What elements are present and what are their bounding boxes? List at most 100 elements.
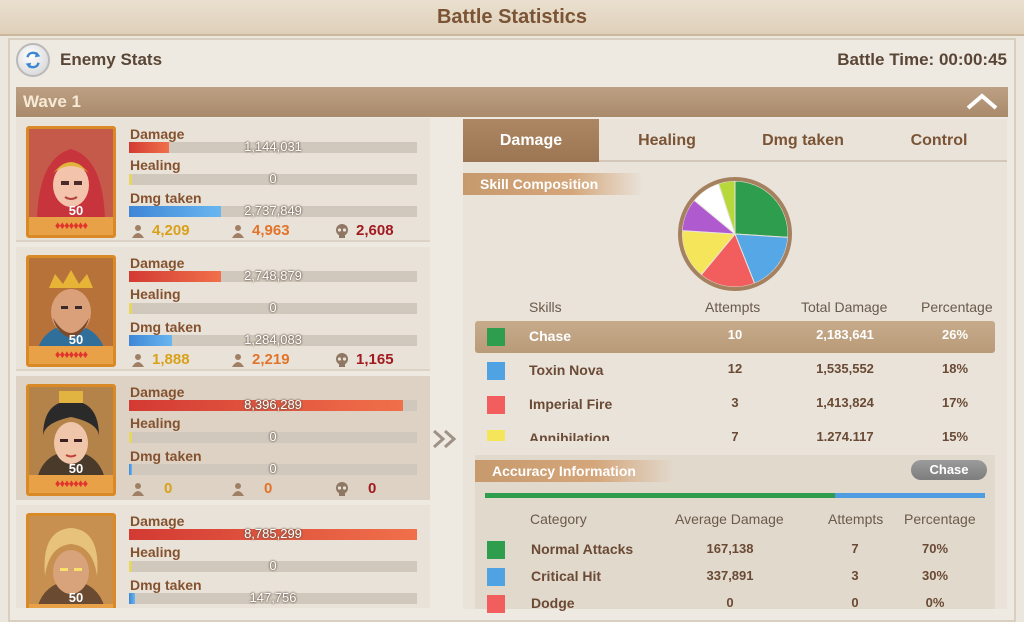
damage-bar: 2,748,879 xyxy=(129,268,417,283)
assists-icon xyxy=(232,353,244,367)
color-swatch xyxy=(487,430,505,441)
pie-slice xyxy=(734,233,789,284)
assists-icon xyxy=(232,224,244,238)
attempts: 0 xyxy=(851,595,859,610)
col-category: Category xyxy=(530,511,587,527)
dmg-taken-label: Dmg taken xyxy=(130,190,202,206)
damage-bar: 8,396,289 xyxy=(129,397,417,412)
skills-table[interactable]: Chase 10 2,183,641 26% Toxin Nova 12 1,5… xyxy=(463,317,1007,441)
collapse-chevron-icon[interactable] xyxy=(966,92,998,112)
average-damage: 0 xyxy=(726,595,734,610)
hero-level: 50 xyxy=(68,332,84,347)
title-bar: Battle Statistics xyxy=(0,0,1024,36)
skill-row[interactable]: Imperial Fire 3 1,413,824 17% xyxy=(475,389,995,421)
healing-label: Healing xyxy=(130,544,181,560)
percentage: 0% xyxy=(925,595,945,610)
hero-card[interactable]: 50 ♦♦♦♦♦♦♦ Damage 1,144,031 Healing 0 Dm… xyxy=(16,118,430,242)
deaths-value: 2,608 xyxy=(356,222,394,239)
critical-hit-share xyxy=(835,493,985,498)
hero-stars: ♦♦♦♦♦♦♦ xyxy=(29,217,113,235)
assists-value: 4,963 xyxy=(252,222,290,239)
hero-card-selected[interactable]: 50 ♦♦♦♦♦♦♦ Damage 8,396,289 Healing 0 Dm… xyxy=(16,376,430,500)
healing-value: 0 xyxy=(269,171,277,186)
dmg-taken-value: 2,737,849 xyxy=(244,203,302,218)
healing-bar: 0 xyxy=(129,300,417,315)
section-title: Enemy Stats xyxy=(60,50,163,69)
double-chevron-right-icon xyxy=(433,429,457,449)
accuracy-row: Critical Hit 337,891 3 30% xyxy=(475,564,995,590)
attempts: 7 xyxy=(851,541,859,556)
healing-bar: 0 xyxy=(129,429,417,444)
dmg-taken-label: Dmg taken xyxy=(130,577,202,593)
tab-control[interactable]: Control xyxy=(910,131,968,149)
kills-icon xyxy=(132,482,144,496)
kill-stats: 1,888 2,219 1,165 xyxy=(130,351,420,369)
hero-level: 50 xyxy=(68,590,84,605)
skill-percentage: 26% xyxy=(941,327,969,342)
tab-healing[interactable]: Healing xyxy=(638,131,696,149)
color-swatch xyxy=(487,396,505,414)
hero-portrait: 50 ♦♦♦♦♦♦♦ xyxy=(26,384,116,496)
skill-filter-button[interactable]: Chase xyxy=(911,460,987,480)
tab-dmg-taken[interactable]: Dmg taken xyxy=(762,131,844,149)
average-damage: 337,891 xyxy=(706,568,754,583)
damage-bar: 1,144,031 xyxy=(129,139,417,154)
percentage: 70% xyxy=(921,541,949,556)
hero-card[interactable]: 50 ♦♦♦♦♦♦♦ Damage 8,785,299 Healing 0 Dm… xyxy=(16,505,430,608)
dmg-taken-value: 147,756 xyxy=(249,590,297,605)
dmg-taken-bar: 0 xyxy=(129,461,417,476)
healing-label: Healing xyxy=(130,286,181,302)
damage-label: Damage xyxy=(130,513,185,529)
skill-composition-header: Skill Composition xyxy=(463,173,643,195)
switch-side-button[interactable] xyxy=(16,43,50,77)
pie-slice xyxy=(681,230,737,276)
dmg-taken-bar: 2,737,849 xyxy=(129,203,417,218)
skill-total-damage: 1,413,824 xyxy=(816,395,874,410)
hero-level: 50 xyxy=(68,203,84,218)
skull-icon xyxy=(336,223,348,238)
wave-header[interactable]: Wave 1 xyxy=(16,87,1008,117)
healing-bar: 0 xyxy=(129,171,417,186)
kill-stats: 0 0 0 xyxy=(130,480,420,498)
tab-damage[interactable]: Damage xyxy=(463,119,599,162)
hero-avatar-icon xyxy=(29,516,113,608)
kills-value: 1,888 xyxy=(152,351,190,368)
skill-attempts: 12 xyxy=(727,361,743,376)
hero-list[interactable]: 50 ♦♦♦♦♦♦♦ Damage 1,144,031 Healing 0 Dm… xyxy=(16,118,430,608)
healing-value: 0 xyxy=(269,300,277,315)
accuracy-section: Accuracy Information Chase Category Aver… xyxy=(475,455,995,613)
skill-row-selected[interactable]: Chase 10 2,183,641 26% xyxy=(475,321,995,353)
skill-percentage: 15% xyxy=(941,429,969,441)
accuracy-split-bar xyxy=(485,493,985,498)
attempts: 3 xyxy=(851,568,859,583)
kill-stats: 4,209 4,963 2,608 xyxy=(130,222,420,240)
accuracy-row: Normal Attacks 167,138 7 70% xyxy=(475,537,995,563)
col-average-damage: Average Damage xyxy=(675,511,784,527)
skill-percentage: 17% xyxy=(941,395,969,410)
skill-row[interactable]: Annihilation 7 1,274,117 15% xyxy=(475,423,995,441)
wave-label: Wave 1 xyxy=(23,92,81,111)
skill-name: Annihilation xyxy=(529,430,610,441)
damage-label: Damage xyxy=(130,384,185,400)
skull-icon xyxy=(336,481,348,496)
col-percentage: Percentage xyxy=(921,299,993,315)
hero-portrait: 50 ♦♦♦♦♦♦♦ xyxy=(26,126,116,238)
stat-tabs: Damage Healing Dmg taken Control xyxy=(463,119,1007,162)
kills-value: 0 xyxy=(164,480,173,497)
healing-bar: 0 xyxy=(129,558,417,573)
skill-attempts: 3 xyxy=(731,395,739,410)
skill-row[interactable]: Toxin Nova 12 1,535,552 18% xyxy=(475,355,995,387)
hero-portrait: 50 ♦♦♦♦♦♦♦ xyxy=(26,255,116,367)
hero-card[interactable]: 50 ♦♦♦♦♦♦♦ Damage 2,748,879 Healing 0 Dm… xyxy=(16,247,430,371)
dmg-taken-label: Dmg taken xyxy=(130,448,202,464)
pie-slice xyxy=(717,180,736,235)
damage-value: 1,144,031 xyxy=(244,139,302,154)
skull-icon xyxy=(336,352,348,367)
hero-stars: ♦♦♦♦♦♦♦ xyxy=(29,346,113,364)
color-swatch xyxy=(487,541,505,559)
skill-name: Chase xyxy=(529,328,572,344)
pie-slice xyxy=(700,233,756,288)
detail-panel: Damage Healing Dmg taken Control Skill C… xyxy=(463,119,1007,613)
skill-attempts: 7 xyxy=(731,429,739,441)
